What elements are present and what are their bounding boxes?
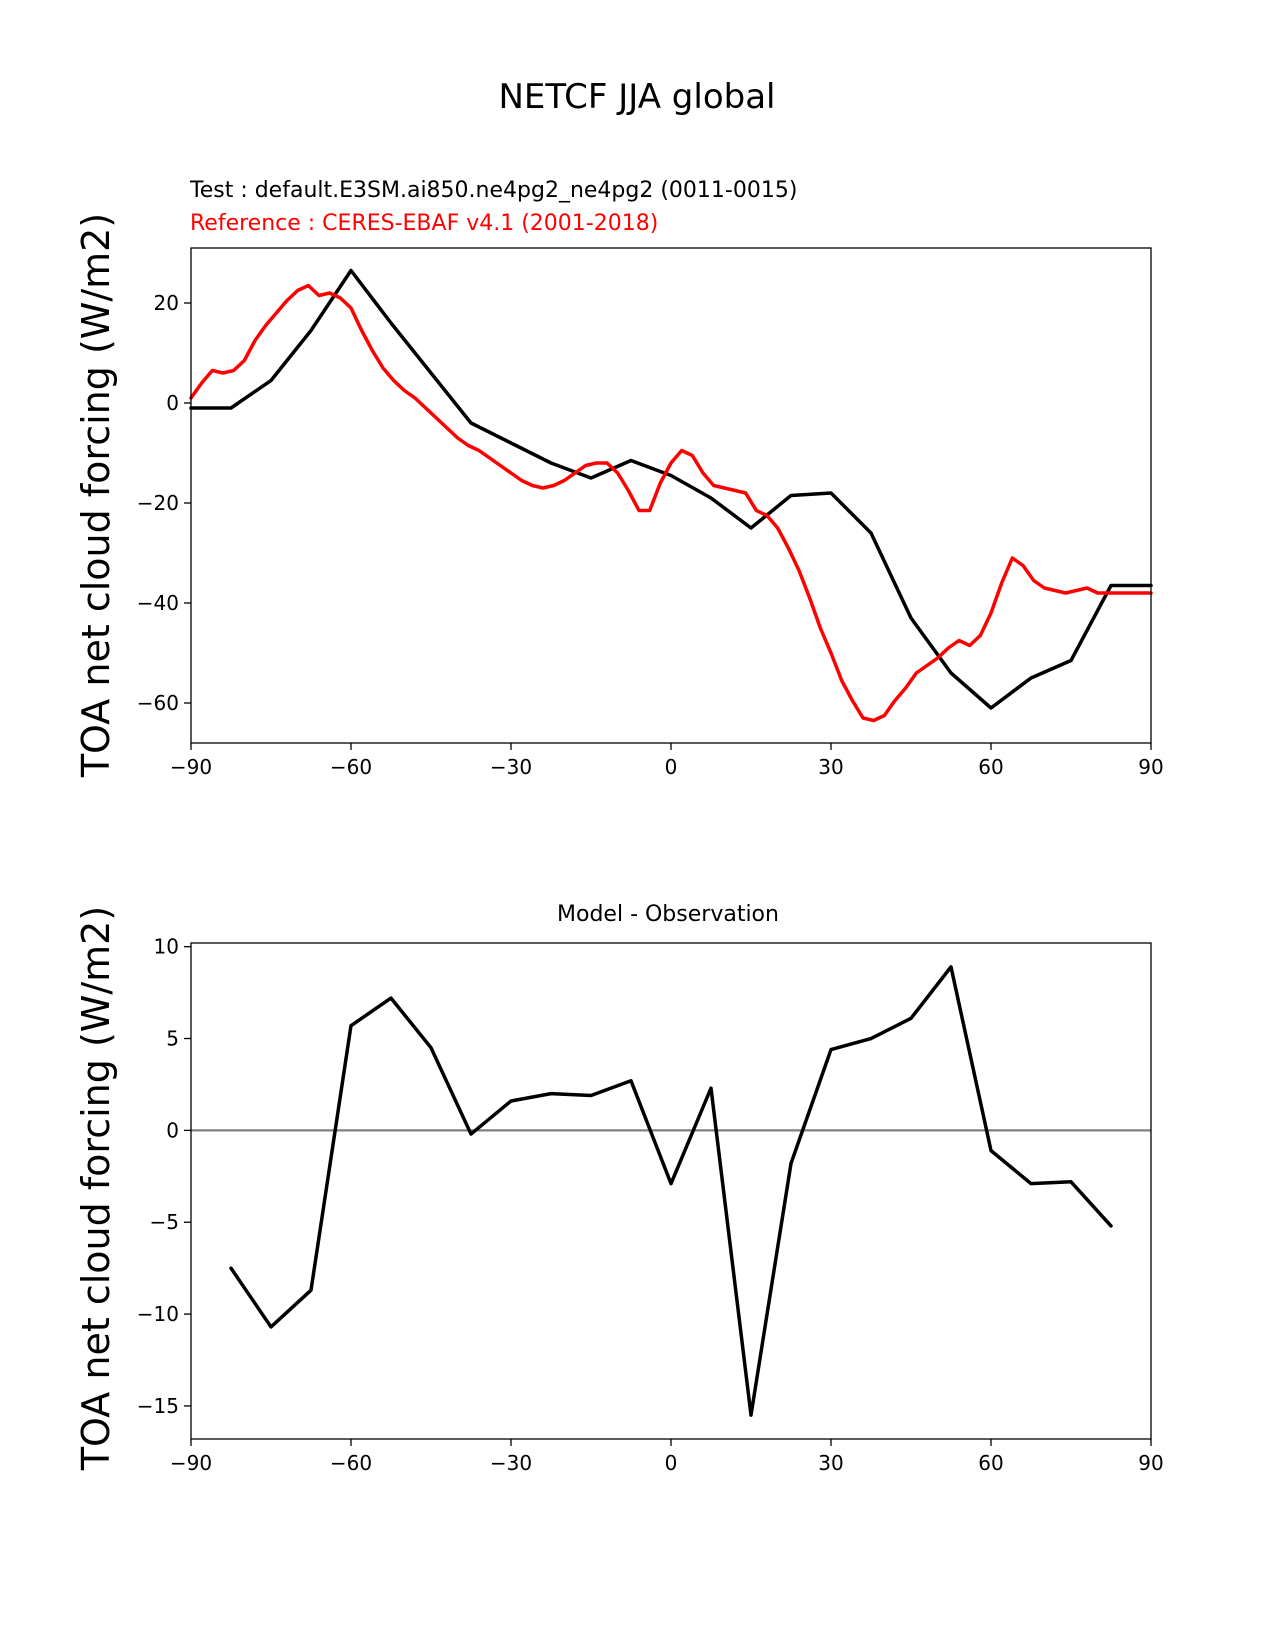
top-x-tick-label: 60 [978, 755, 1003, 779]
bottom-x-tick-label: 60 [978, 1451, 1003, 1475]
top-y-tick-label: −60 [137, 691, 179, 715]
bottom-x-tick-label: 90 [1138, 1451, 1163, 1475]
test-legend-label: Test : default.E3SM.ai850.ne4pg2_ne4pg2 … [189, 178, 797, 203]
bottom-y-tick-label: 5 [166, 1027, 179, 1051]
bottom-axes-layer: −90 −60 −30 0 30 60 90 10 5 0 −5 −10 −15 [137, 935, 1164, 1475]
top-x-tick-label: 30 [818, 755, 843, 779]
top-y-tick-label: −40 [137, 591, 179, 615]
top-series-layer [189, 268, 1153, 723]
reference-legend-label: Reference : CERES-EBAF v4.1 (2001-2018) [190, 211, 658, 236]
bottom-y-axis-label: TOA net cloud forcing (W/m2) [74, 906, 118, 1471]
top-y-axis-label: TOA net cloud forcing (W/m2) [74, 213, 118, 778]
top-x-tick-label: −90 [170, 755, 212, 779]
bottom-y-tick-label: −5 [150, 1210, 179, 1234]
bottom-series-difference-line [229, 965, 1113, 1417]
top-x-tick-label: −60 [330, 755, 372, 779]
top-x-tick-label: 0 [665, 755, 678, 779]
top-x-tick-label: 90 [1138, 755, 1163, 779]
top-x-tick-label: −30 [490, 755, 532, 779]
bottom-x-tick-label: −60 [330, 1451, 372, 1475]
top-y-tick-label: 0 [166, 391, 179, 415]
bottom-x-tick-label: 0 [665, 1451, 678, 1475]
top-y-tick-label: 20 [154, 291, 179, 315]
bottom-y-tick-label: −15 [137, 1394, 179, 1418]
bottom-series-layer [191, 965, 1151, 1417]
top-series-test-line [189, 268, 1153, 710]
bottom-y-tick-label: −10 [137, 1302, 179, 1326]
bottom-panel: Model - Observation −90 −60 −30 0 30 60 90 10 5 0… [74, 902, 1164, 1475]
top-panel: Test : default.E3SM.ai850.ne4pg2_ne4pg2 … [74, 178, 1164, 779]
bottom-x-tick-label: −90 [170, 1451, 212, 1475]
bottom-panel-title: Model - Observation [557, 902, 779, 927]
bottom-y-tick-label: 0 [166, 1118, 179, 1142]
bottom-x-tick-label: 30 [818, 1451, 843, 1475]
bottom-y-tick-label: 10 [154, 935, 179, 959]
top-series-reference-line [189, 283, 1153, 723]
figure-title: NETCF JJA global [498, 77, 775, 117]
top-axes-layer: −90 −60 −30 0 30 60 90 20 0 −20 −40 −60 [137, 247, 1164, 779]
top-y-tick-label: −20 [137, 491, 179, 515]
bottom-x-tick-label: −30 [490, 1451, 532, 1475]
